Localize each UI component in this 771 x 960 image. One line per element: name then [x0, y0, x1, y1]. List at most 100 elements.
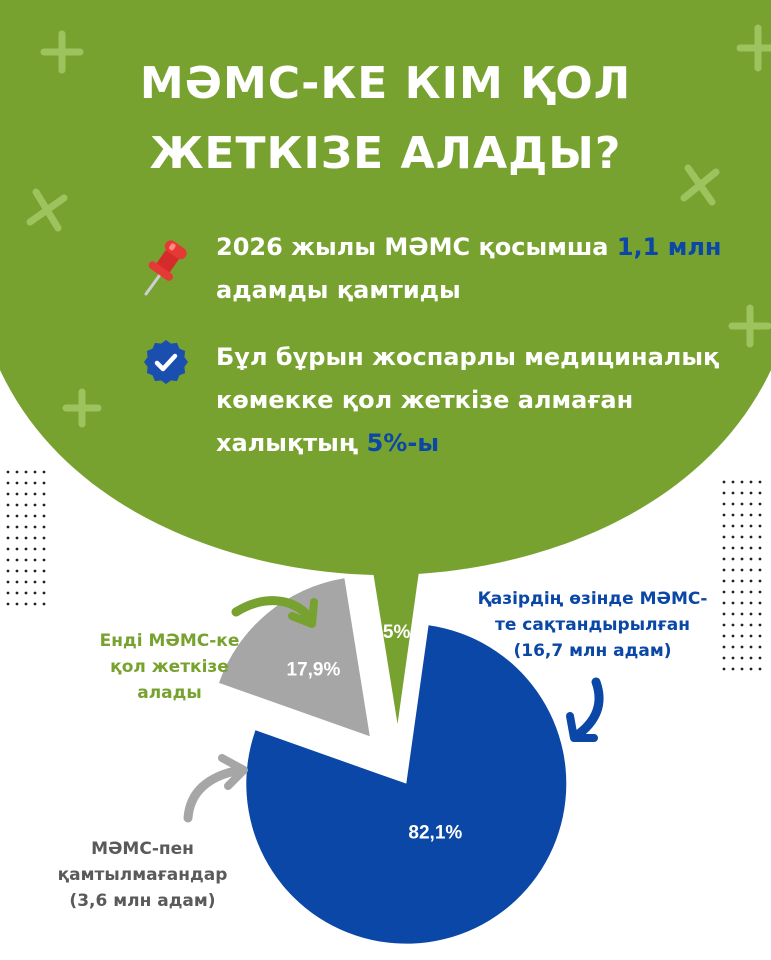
dot [33, 569, 37, 573]
page-title-line-2: ЖЕТКІЗЕ АЛАДЫ? [149, 128, 622, 179]
dot [42, 591, 46, 595]
dot [33, 514, 37, 518]
dot [722, 502, 726, 506]
bullet-text-2: Бұл бұрын жоспарлы медициналық көмекке қ… [216, 336, 736, 465]
pie-slice-value: 82,1% [408, 823, 462, 844]
dot [722, 535, 726, 539]
dot [33, 580, 37, 584]
dot [33, 602, 37, 606]
dot [731, 634, 735, 638]
dot [15, 514, 19, 518]
dot [24, 569, 28, 573]
dot [15, 558, 19, 562]
dot [6, 503, 10, 507]
dot-pattern-right [722, 480, 762, 671]
dot [33, 525, 37, 529]
dot [33, 547, 37, 551]
dot [740, 645, 744, 649]
dot [731, 623, 735, 627]
bullet-1-text-b: адамды қамтиды [216, 276, 461, 304]
dot [758, 524, 762, 528]
dot [24, 470, 28, 474]
dot [731, 491, 735, 495]
dot [758, 502, 762, 506]
dot [24, 525, 28, 529]
bullet-2-highlight: 5%-ы [366, 429, 440, 457]
dot [758, 491, 762, 495]
dot [749, 579, 753, 583]
dot [740, 513, 744, 517]
dot [15, 580, 19, 584]
dot [6, 558, 10, 562]
dot [749, 513, 753, 517]
dot [6, 547, 10, 551]
dot [42, 569, 46, 573]
dot [749, 645, 753, 649]
dot [740, 623, 744, 627]
pie-slices: 82,1% 17,9% 5% [218, 564, 567, 944]
check-badge-icon [144, 340, 188, 384]
dot [749, 634, 753, 638]
dot [758, 568, 762, 572]
dot [740, 656, 744, 660]
bullet-2-text-a: Бұл бұрын жоспарлы медициналық көмекке қ… [216, 343, 720, 457]
dot [758, 590, 762, 594]
dot [758, 667, 762, 671]
dot [749, 535, 753, 539]
plus-icon [728, 304, 771, 348]
dot [758, 535, 762, 539]
dot [42, 536, 46, 540]
dot [740, 546, 744, 550]
plus-icon [62, 388, 102, 428]
dot [24, 503, 28, 507]
dot [24, 580, 28, 584]
dot [722, 601, 726, 605]
dot [722, 634, 726, 638]
dot [33, 492, 37, 496]
bullet-1-text-a: 2026 жылы МӘМС қосымша [216, 233, 617, 261]
dot-pattern-left [6, 470, 46, 606]
dot [15, 481, 19, 485]
dot [731, 579, 735, 583]
dot [6, 525, 10, 529]
dot [722, 667, 726, 671]
label-blue: Қазірдің өзінде МӘМС-те сақтандырылған (… [477, 589, 708, 661]
dot [740, 491, 744, 495]
dot [42, 481, 46, 485]
dot [6, 536, 10, 540]
dot [749, 667, 753, 671]
dot [15, 569, 19, 573]
dot [731, 667, 735, 671]
dot [740, 568, 744, 572]
dot [42, 547, 46, 551]
dot [24, 547, 28, 551]
dot [731, 524, 735, 528]
pie-slice [246, 625, 567, 944]
dot [758, 656, 762, 660]
dot [749, 502, 753, 506]
dot [6, 591, 10, 595]
label-green: Енді МӘМС-ке қол жеткізе алады [99, 631, 240, 703]
dot [758, 546, 762, 550]
dot [6, 580, 10, 584]
dot [15, 591, 19, 595]
dot [740, 634, 744, 638]
dot [731, 612, 735, 616]
dot [6, 481, 10, 485]
pie-slice [218, 578, 370, 737]
plus-icon [26, 188, 68, 232]
dot [6, 470, 10, 474]
dot [24, 602, 28, 606]
dot [42, 503, 46, 507]
dot [722, 612, 726, 616]
pie-slice [372, 564, 420, 725]
dot [42, 580, 46, 584]
dot [731, 557, 735, 561]
arrows [183, 596, 604, 823]
dot [731, 535, 735, 539]
dot [6, 602, 10, 606]
dot [15, 503, 19, 507]
dot [722, 546, 726, 550]
